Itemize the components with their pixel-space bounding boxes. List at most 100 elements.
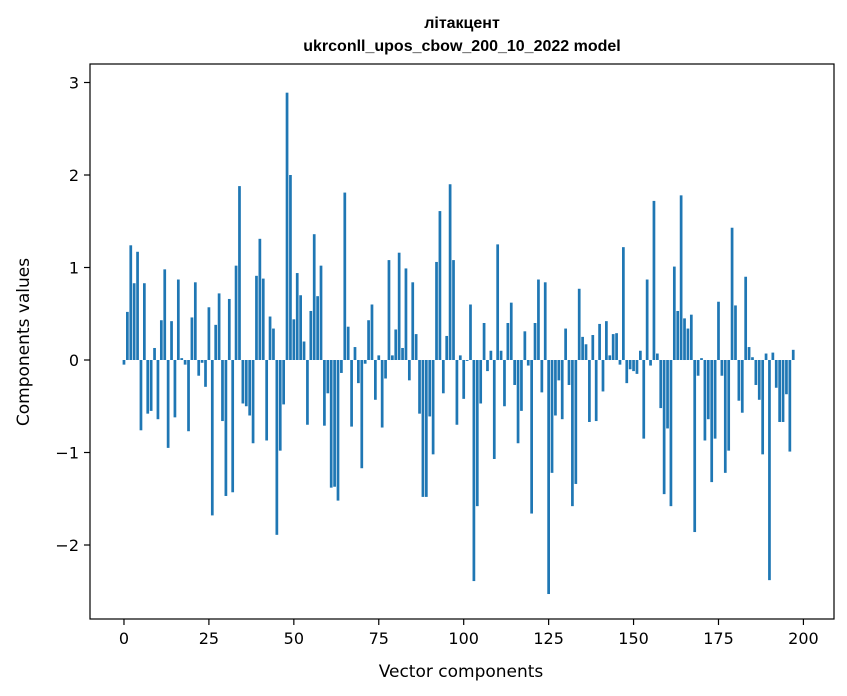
bar-13 [166, 360, 170, 448]
bar-171 [703, 360, 707, 441]
bar-3 [132, 283, 136, 360]
bar-28 [217, 293, 221, 360]
bar-156 [652, 200, 656, 360]
y-tick-label: −2 [55, 536, 79, 555]
bar-123 [540, 360, 544, 393]
bar-133 [574, 360, 578, 484]
bar-12 [163, 269, 167, 360]
bar-163 [676, 310, 680, 360]
bar-27 [214, 324, 218, 360]
bar-52 [299, 295, 302, 360]
x-tick-label: 25 [199, 629, 219, 648]
bar-58 [319, 265, 323, 360]
bar-40 [258, 238, 262, 360]
x-tick-label: 100 [448, 629, 479, 648]
bar-39 [255, 275, 258, 360]
bar-138 [591, 335, 595, 360]
bar-4 [136, 251, 139, 360]
bar-25 [207, 307, 211, 360]
bar-21 [193, 282, 197, 360]
x-tick-label: 50 [284, 629, 304, 648]
bar-102 [469, 304, 472, 360]
bar-68 [353, 347, 357, 360]
bar-94 [441, 360, 445, 394]
bar-34 [238, 186, 241, 360]
bar-45 [275, 360, 279, 535]
bar-44 [272, 328, 275, 360]
bar-190 [768, 360, 771, 581]
plot-frame [89, 63, 835, 620]
bar-179 [730, 227, 734, 360]
x-tick-label: 175 [703, 629, 734, 648]
bar-152 [639, 350, 642, 360]
y-tick-label: 0 [69, 351, 79, 370]
bar-157 [655, 353, 659, 360]
bar-85 [411, 282, 415, 360]
bar-132 [571, 360, 574, 507]
bar-107 [486, 360, 489, 372]
y-axis-label: Components values [14, 258, 34, 426]
bar-153 [642, 360, 646, 439]
bar-95 [445, 335, 449, 360]
x-tick-label: 0 [119, 629, 129, 648]
x-tick-label: 75 [369, 629, 389, 648]
bar-35 [241, 360, 245, 404]
bar-105 [479, 360, 483, 404]
bar-144 [611, 334, 615, 360]
bar-36 [244, 360, 248, 407]
bar-194 [781, 360, 785, 422]
bar-91 [431, 360, 435, 455]
bar-54 [306, 360, 309, 425]
bar-140 [598, 323, 601, 360]
bar-189 [764, 353, 768, 360]
bar-26 [210, 360, 214, 516]
y-tick-label: 1 [69, 259, 79, 278]
bar-180 [734, 305, 737, 360]
bar-142 [605, 321, 608, 360]
bar-86 [414, 334, 418, 360]
bar-103 [472, 360, 476, 582]
bar-145 [615, 333, 618, 360]
bar-195 [785, 360, 788, 395]
bar-167 [689, 314, 693, 360]
bar-62 [333, 360, 336, 487]
bar-98 [455, 360, 459, 425]
bar-22 [197, 360, 201, 376]
bar-158 [659, 360, 663, 409]
bar-24 [204, 360, 207, 387]
bar-143 [608, 355, 612, 361]
bar-6 [143, 283, 146, 360]
bar-172 [706, 360, 710, 420]
bar-112 [503, 360, 506, 407]
bar-8 [149, 360, 153, 411]
bar-108 [489, 350, 493, 360]
bar-178 [727, 360, 731, 451]
bar-193 [778, 360, 781, 422]
bar-175 [717, 301, 720, 360]
bar-16 [176, 279, 180, 360]
y-axis-ticks: −2 −1 0 1 2 3 [55, 74, 90, 555]
bar-197 [791, 349, 795, 360]
bar-110 [496, 244, 500, 361]
bar-53 [302, 341, 306, 360]
bar-93 [438, 211, 442, 360]
bar-83 [404, 268, 408, 360]
x-tick-label: 150 [618, 629, 649, 648]
bar-174 [713, 360, 717, 439]
bar-100 [462, 360, 466, 399]
bar-146 [618, 360, 622, 365]
bar-72 [367, 320, 370, 360]
chart-title-line-2: ukrconll_upos_cbow_200_10_2022 model [303, 38, 620, 55]
bar-14 [170, 321, 173, 360]
bar-9 [153, 347, 156, 360]
bar-160 [666, 360, 669, 429]
bar-169 [696, 360, 700, 376]
bar-81 [397, 252, 401, 360]
bar-41 [261, 278, 265, 360]
bar-135 [581, 336, 584, 361]
bar-42 [265, 360, 269, 441]
bar-181 [737, 360, 741, 401]
bar-30 [224, 360, 228, 496]
bar-67 [350, 360, 353, 427]
bar-57 [316, 296, 319, 360]
